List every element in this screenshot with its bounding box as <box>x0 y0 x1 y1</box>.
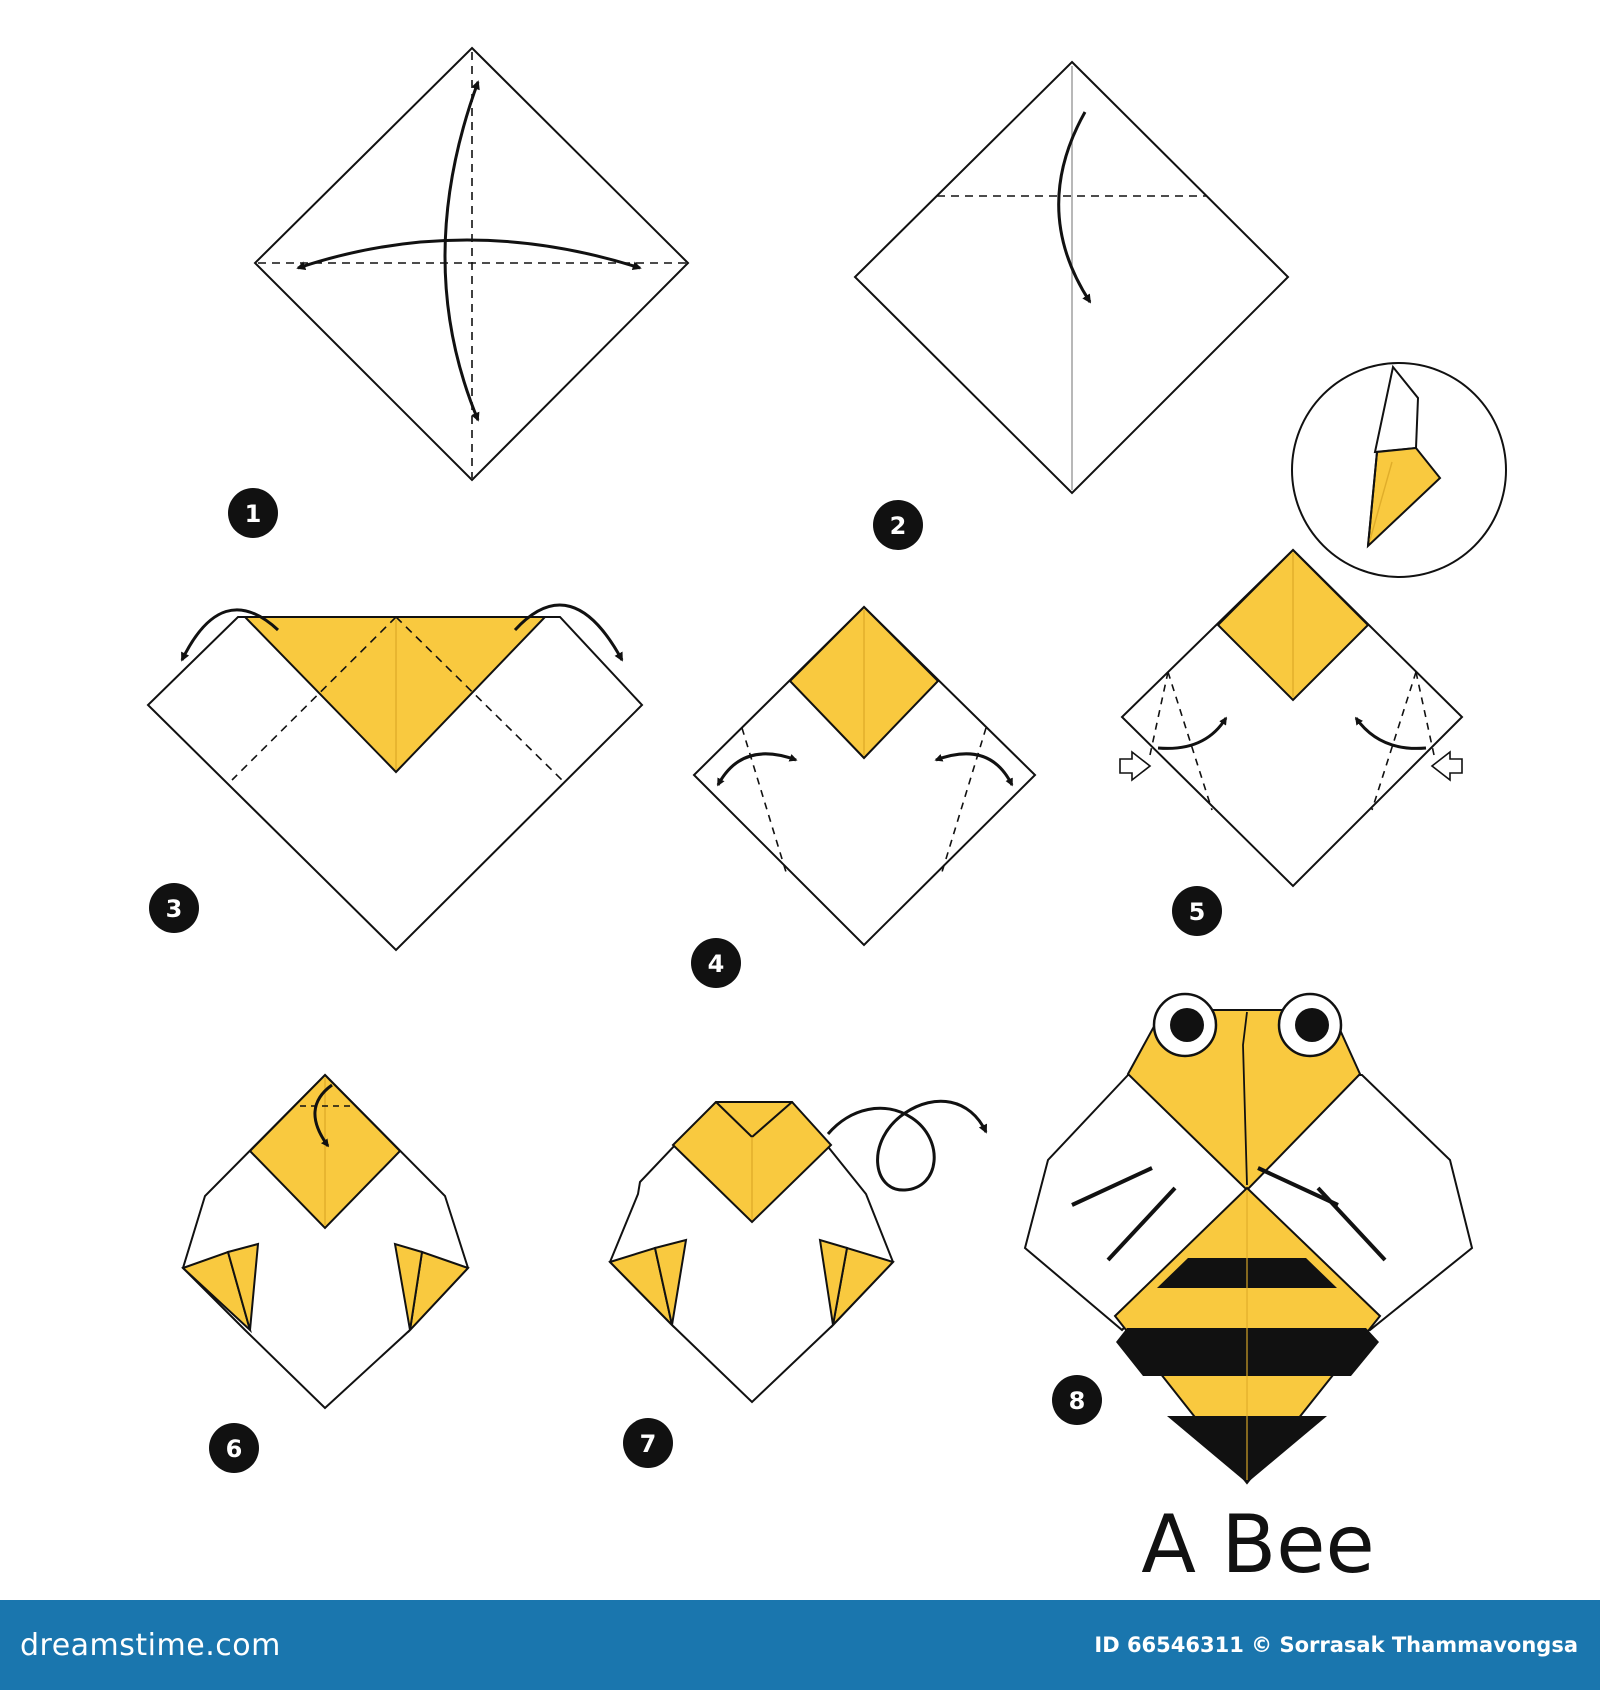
step-2-badge: 2 <box>873 500 923 550</box>
bee-pupil-right <box>1295 1008 1329 1042</box>
step-5-figure <box>1119 548 1464 888</box>
step-6-number: 6 <box>226 1435 243 1463</box>
push-arrow-icon <box>1430 750 1463 782</box>
fold-arrow-icon <box>313 1083 333 1148</box>
wing-vein <box>1316 1186 1387 1262</box>
step-3-figure <box>146 603 644 952</box>
step-4-number: 4 <box>708 950 725 978</box>
fold-arrow-icon <box>296 238 642 271</box>
footer-bar: dreamstime.com ID 66546311 © Sorrasak Th… <box>0 1600 1600 1690</box>
fold-arrow-icon <box>1157 716 1228 750</box>
step-3-badge: 3 <box>149 883 199 933</box>
wing-vein <box>1106 1186 1177 1262</box>
step-6-badge: 6 <box>209 1423 259 1473</box>
push-arrow-icon <box>1119 750 1152 782</box>
step-5-badge: 5 <box>1172 886 1222 936</box>
valley-fold-line <box>395 616 563 781</box>
step-2-number: 2 <box>890 512 907 540</box>
footer-brand[interactable]: dreamstime.com <box>20 1627 281 1663</box>
fold-arrow-icon <box>716 752 798 787</box>
head-center-line <box>1242 1011 1248 1186</box>
paper-shape <box>608 1101 895 1404</box>
fold-arrow-icon <box>934 752 1014 787</box>
step-6-figure <box>181 1073 470 1410</box>
paper-square <box>692 605 1037 947</box>
fold-arrow-icon <box>1057 111 1092 304</box>
step-1-number: 1 <box>245 500 262 528</box>
step-7-badge: 7 <box>623 1418 673 1468</box>
fold-arrow-icon <box>1354 716 1427 750</box>
footer-credit: ID 66546311 © Sorrasak Thammavongsa <box>1094 1633 1578 1657</box>
paper-square <box>1120 548 1464 888</box>
finished-bee <box>1023 992 1474 1485</box>
step-8-badge: 8 <box>1052 1375 1102 1425</box>
step-4-badge: 4 <box>691 938 741 988</box>
origami-bee-diagram: 1 2 3 4 <box>146 46 1507 1591</box>
yellow-wing-left <box>653 1238 688 1326</box>
valley-fold-line <box>1371 671 1417 811</box>
step-5-detail-inset <box>1291 362 1507 578</box>
wing-vein <box>1071 1166 1153 1207</box>
valley-fold-line <box>1149 671 1169 756</box>
yellow-wing-left <box>226 1242 260 1331</box>
valley-fold-line <box>1167 671 1213 811</box>
valley-fold-line <box>1415 671 1435 756</box>
yellow-wing-right <box>818 1238 849 1326</box>
valley-fold-line <box>231 616 397 781</box>
step-2-figure <box>853 60 1290 495</box>
step-1-badge: 1 <box>228 488 278 538</box>
fold-arrow-icon <box>180 608 280 662</box>
turn-over-arrow-icon <box>826 1099 988 1192</box>
step-4-figure <box>692 605 1037 947</box>
step-3-number: 3 <box>166 895 183 923</box>
step-7-number: 7 <box>640 1430 657 1458</box>
paper-shape <box>181 1073 470 1410</box>
step-1-figure <box>253 46 690 482</box>
step-8-number: 8 <box>1069 1387 1086 1415</box>
fold-arrow-icon <box>443 80 480 422</box>
wing-vein <box>1257 1166 1339 1207</box>
fold-arrow-icon <box>513 603 624 662</box>
yellow-wing-right <box>393 1242 424 1331</box>
step-7-figure <box>608 1099 988 1404</box>
step-5-number: 5 <box>1189 898 1206 926</box>
page-title: A Bee <box>1141 1498 1374 1591</box>
bee-pupil-left <box>1170 1008 1204 1042</box>
